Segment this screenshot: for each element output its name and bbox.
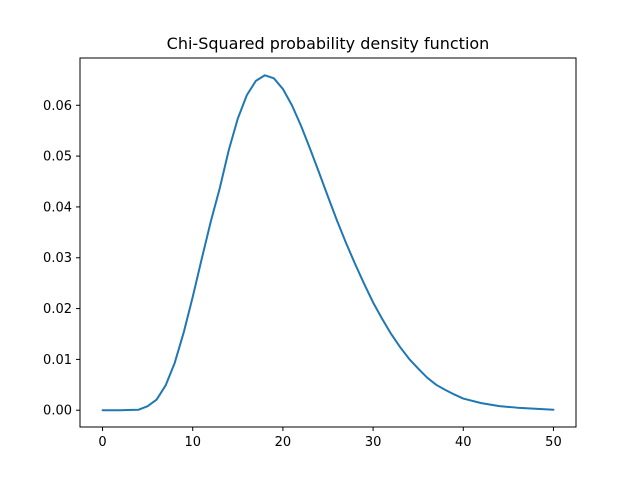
- axes-frame: [79, 57, 577, 428]
- y-tick-label: 0.05: [43, 150, 72, 165]
- y-tick-label: 0.02: [43, 302, 72, 317]
- x-tick-label: 30: [365, 435, 382, 450]
- x-tick-label: 40: [455, 435, 472, 450]
- y-tick-label: 0.04: [43, 200, 72, 215]
- y-tick-label: 0.01: [43, 353, 72, 368]
- x-tick-label: 20: [275, 435, 292, 450]
- plot-area: [101, 74, 555, 412]
- chart-title: Chi-Squared probability density function: [167, 34, 490, 53]
- y-tick-label: 0.06: [43, 99, 72, 114]
- y-axis: 0.00 0.01 0.02 0.03 0.04 0.05 0.06: [43, 99, 80, 419]
- x-tick-label: 0: [98, 435, 106, 450]
- x-tick-label: 10: [184, 435, 201, 450]
- y-tick-label: 0.00: [43, 404, 72, 419]
- x-tick-label: 50: [545, 435, 562, 450]
- x-axis: 0 10 20 30 40 50: [98, 427, 562, 450]
- y-tick-label: 0.03: [43, 251, 72, 266]
- series-line: [101, 74, 555, 412]
